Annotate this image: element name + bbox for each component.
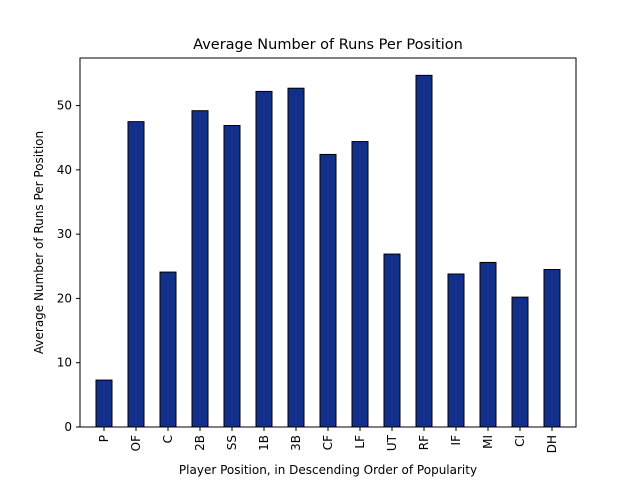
x-tick-label: OF: [129, 435, 143, 451]
x-tick-label: UT: [385, 434, 399, 451]
bar-UT: [383, 253, 401, 428]
y-tick-label: 10: [57, 356, 72, 370]
bar-3B: [287, 87, 305, 428]
bar-OF: [127, 121, 145, 428]
x-axis-ticks: P OF C 2B SS 1B 3B CF LF UT RF IF MI CI DH: [97, 427, 559, 453]
bar-SS: [223, 125, 241, 428]
chart-title: Average Number of Runs Per Position: [193, 37, 463, 53]
x-tick-label: 2B: [193, 435, 207, 451]
x-tick-label: CI: [513, 435, 527, 447]
bar-1B: [255, 90, 273, 428]
x-tick-label: LF: [353, 435, 367, 449]
bar-IF: [447, 273, 465, 428]
bars-group: [95, 74, 561, 428]
bar-DH: [543, 269, 561, 428]
bar-CF: [319, 153, 337, 428]
x-tick-label: SS: [225, 435, 239, 450]
bar-P: [95, 379, 113, 428]
y-axis-ticks: 0 10 20 30 40 50: [57, 99, 80, 434]
x-tick-label: 3B: [289, 435, 303, 451]
x-tick-label: RF: [417, 435, 431, 450]
y-tick-label: 50: [57, 99, 72, 113]
x-tick-label: IF: [449, 435, 463, 446]
y-tick-label: 0: [64, 420, 72, 434]
bar-MI: [479, 261, 497, 428]
y-tick-label: 20: [57, 291, 72, 305]
x-tick-label: C: [161, 435, 175, 443]
x-tick-label: DH: [545, 435, 559, 453]
x-tick-label: P: [97, 435, 111, 442]
y-axis-label: Average Number of Runs Per Position: [32, 131, 46, 354]
x-tick-label: CF: [321, 435, 335, 450]
x-axis-label: Player Position, in Descending Order of …: [179, 463, 477, 477]
y-tick-label: 40: [57, 163, 72, 177]
bar-C: [159, 271, 177, 428]
bar-CI: [511, 296, 529, 428]
y-tick-label: 30: [57, 227, 72, 241]
bar-LF: [351, 141, 369, 428]
x-tick-label: 1B: [257, 435, 271, 451]
bar-2B: [191, 110, 209, 428]
bar-RF: [415, 74, 433, 428]
x-tick-label: MI: [481, 435, 495, 449]
